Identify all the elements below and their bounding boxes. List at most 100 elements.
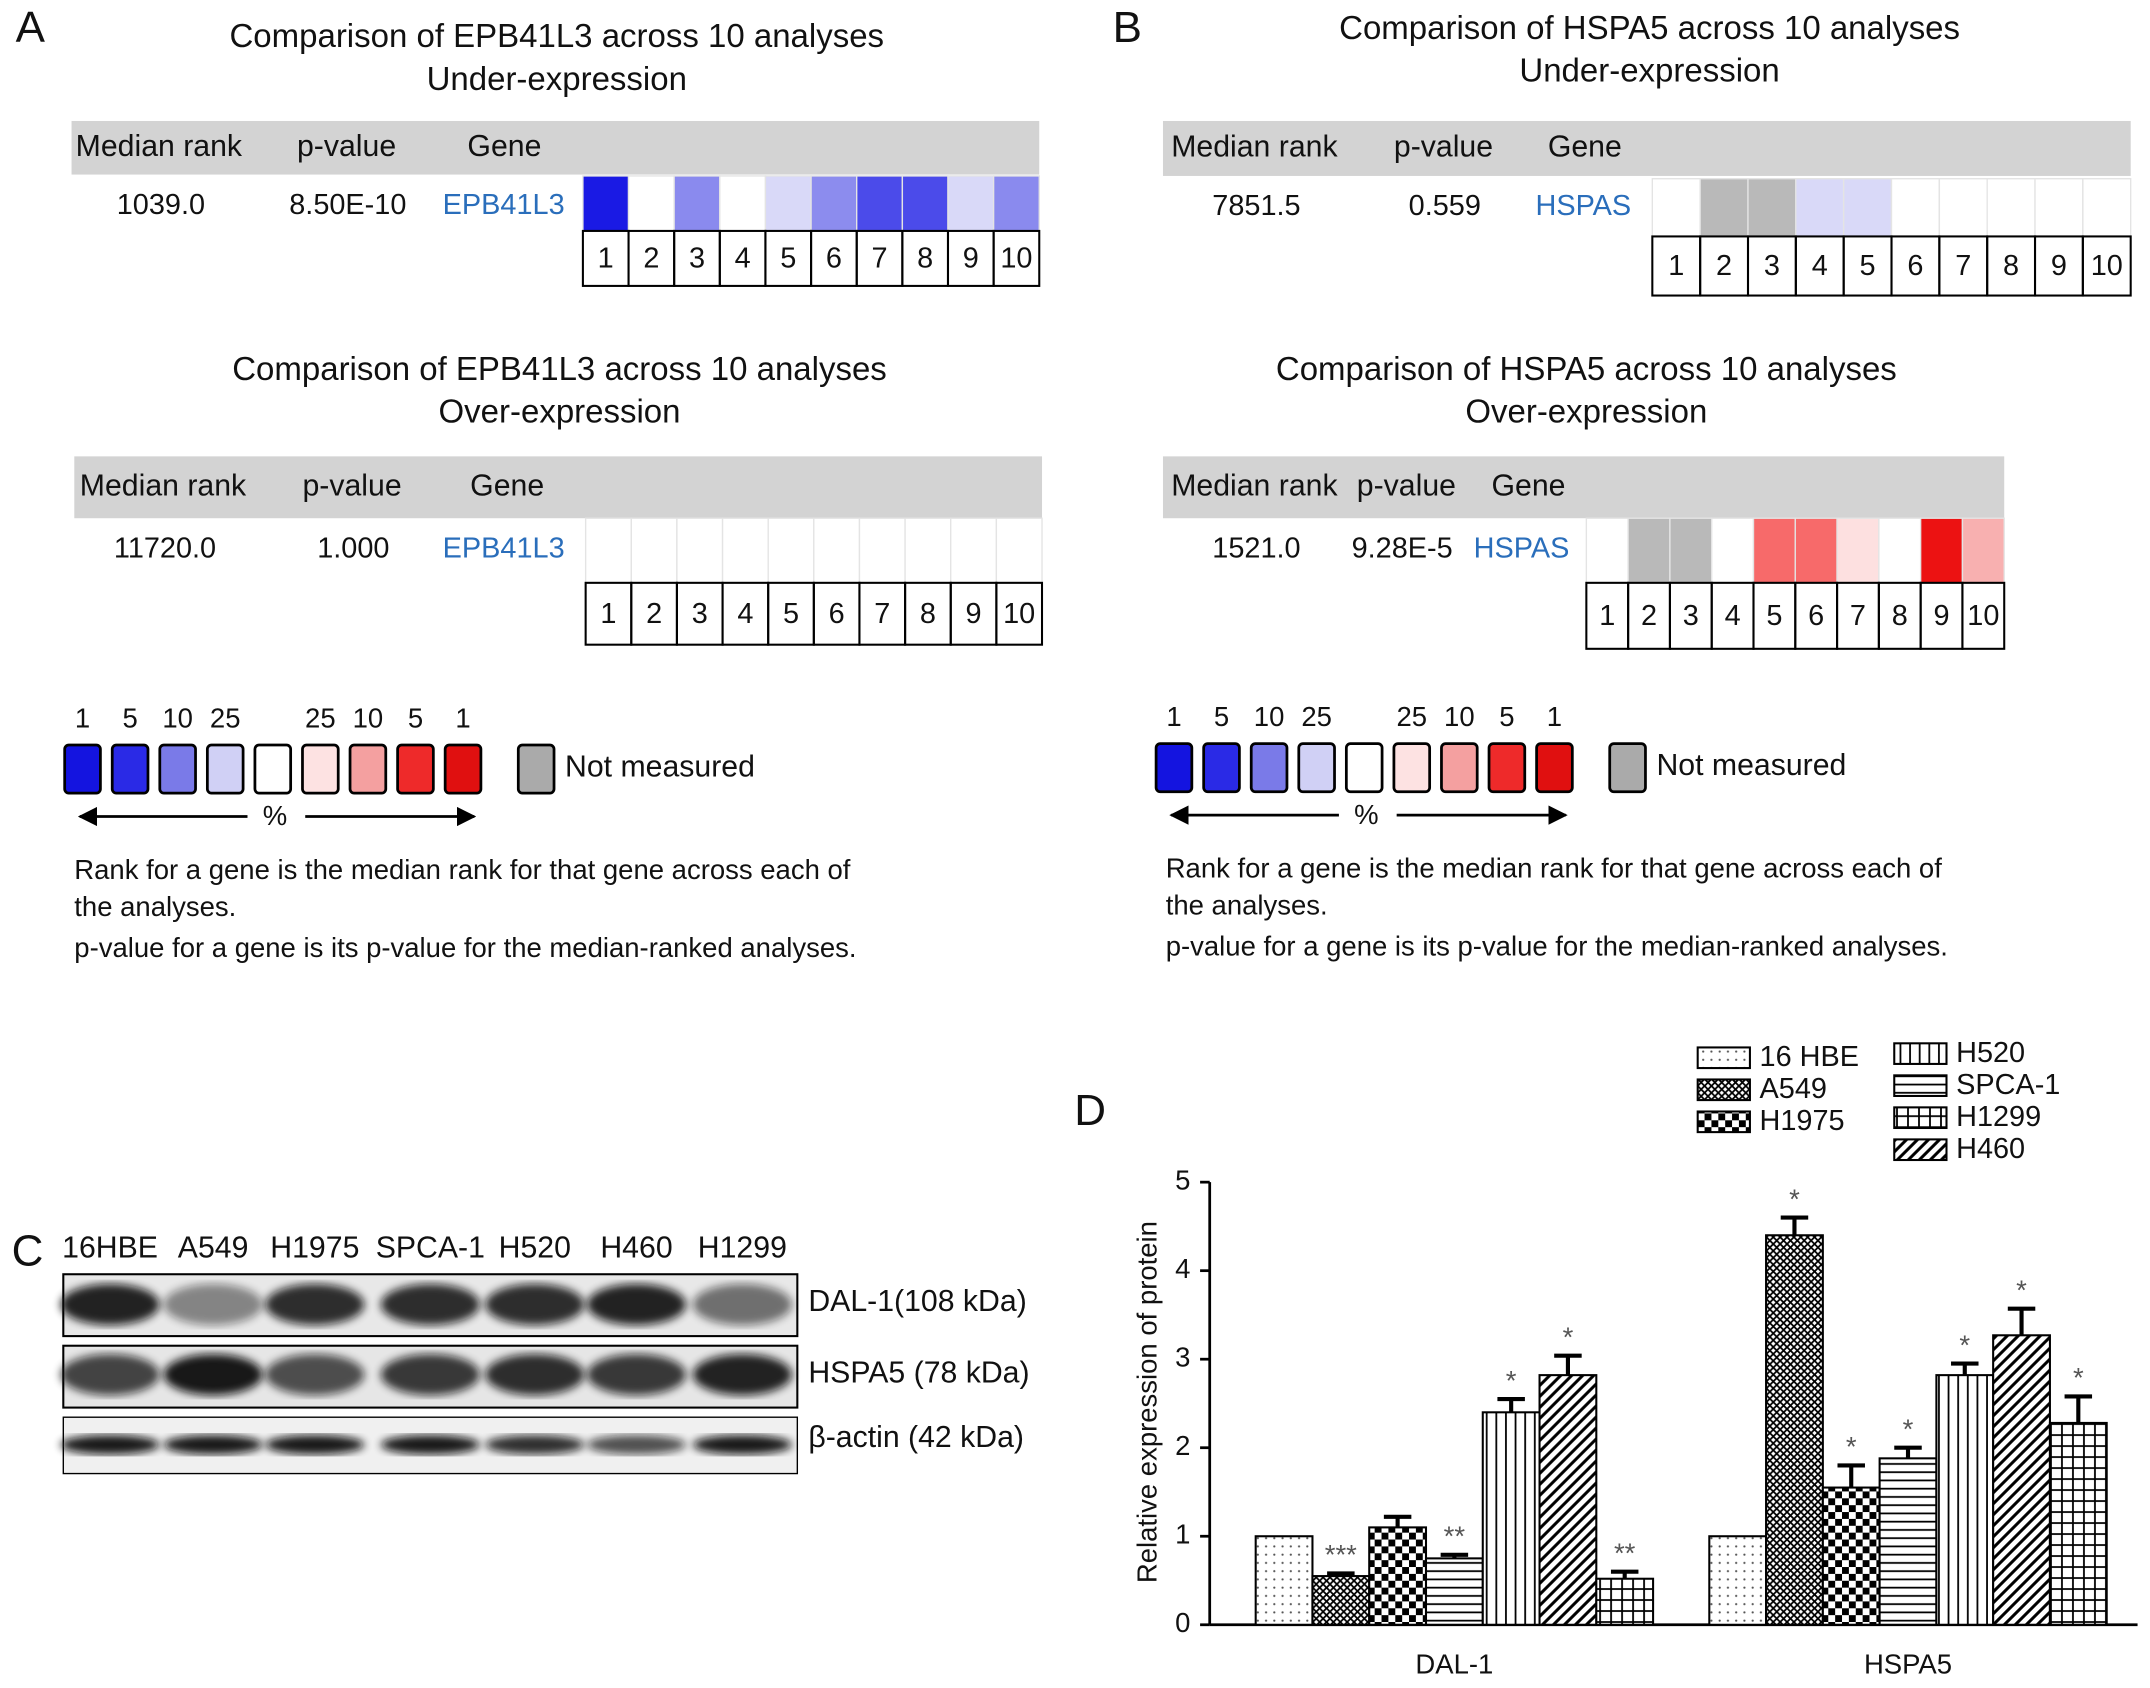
legend-percent: 10 bbox=[1444, 701, 1475, 732]
heatmap-cell bbox=[947, 175, 995, 232]
band-label: HSPA5 (78 kDa) bbox=[808, 1357, 1029, 1390]
heatmap-cell bbox=[767, 517, 815, 584]
heatmap-cell bbox=[858, 517, 906, 584]
legend-label: SPCA-1 bbox=[1956, 1069, 2060, 1101]
heatmap-cell bbox=[856, 175, 904, 232]
column-box bbox=[2081, 235, 2132, 297]
legend-swatch bbox=[253, 743, 293, 795]
table-header: Median rank bbox=[1171, 130, 1338, 163]
table-header-bg bbox=[1162, 120, 2131, 176]
section-title: Comparison of HSPA5 across 10 analyses bbox=[1276, 350, 1897, 387]
heatmap-cell bbox=[992, 175, 1040, 232]
heatmap-cell bbox=[1986, 178, 2036, 238]
bar bbox=[1481, 1411, 1541, 1626]
legend-percent: 25 bbox=[305, 703, 336, 734]
legend-swatch bbox=[443, 743, 483, 795]
blot-band bbox=[380, 1283, 480, 1326]
legend-swatch bbox=[396, 743, 435, 795]
legend-swatch bbox=[1344, 742, 1384, 794]
x-tick-label: DAL-1 bbox=[1415, 1648, 1493, 1679]
column-number: 5 bbox=[1860, 250, 1876, 282]
column-number: 3 bbox=[1764, 250, 1780, 282]
significance: * bbox=[1563, 1321, 1574, 1352]
column-number: 6 bbox=[829, 598, 845, 630]
heatmap-cell bbox=[813, 517, 861, 584]
column-number: 5 bbox=[783, 598, 799, 630]
table-header-bg bbox=[1162, 456, 2005, 519]
table-header: Median rank bbox=[80, 469, 247, 502]
significance: * bbox=[1903, 1413, 1914, 1444]
legend-percent: 1 bbox=[75, 703, 90, 734]
column-number: 3 bbox=[692, 598, 708, 630]
heatmap-cell bbox=[2034, 178, 2084, 238]
legend-swatch bbox=[1696, 1110, 1751, 1134]
bar bbox=[1708, 1535, 1768, 1626]
heatmap-cell bbox=[1651, 178, 1701, 238]
legend-note: Rank for a gene is the median rank for t… bbox=[74, 854, 850, 885]
legend-percent: 25 bbox=[1396, 701, 1427, 732]
heatmap-cell bbox=[904, 517, 952, 584]
lane-label: H460 bbox=[600, 1231, 672, 1264]
column-number: 1 bbox=[600, 598, 616, 630]
heatmap-cell bbox=[901, 175, 949, 232]
column-number: 5 bbox=[780, 242, 796, 274]
column-number: 5 bbox=[1766, 600, 1782, 632]
p-value: 0.559 bbox=[1409, 190, 1481, 222]
legend-swatch bbox=[158, 743, 197, 795]
legend-label: Not measured bbox=[565, 750, 755, 783]
x-tick-label: HSPA5 bbox=[1864, 1648, 1952, 1679]
significance: * bbox=[2073, 1362, 2084, 1393]
column-number: 8 bbox=[920, 598, 936, 630]
heatmap-cell bbox=[721, 517, 769, 584]
y-axis-label: Relative expression of protein bbox=[1131, 1221, 1162, 1583]
column-number: 10 bbox=[1000, 242, 1032, 274]
table-header: Gene bbox=[470, 469, 544, 502]
panel-label: B bbox=[1113, 3, 1142, 52]
column-number: 3 bbox=[689, 242, 705, 274]
heatmap-cell bbox=[630, 517, 678, 584]
blot-band bbox=[265, 1435, 365, 1455]
heatmap-cell bbox=[676, 517, 724, 584]
heatmap-cell bbox=[764, 175, 812, 232]
panel-label: D bbox=[1074, 1086, 1106, 1135]
column-number: 8 bbox=[2003, 250, 2019, 282]
bar bbox=[2048, 1421, 2108, 1626]
heatmap-cell bbox=[1938, 178, 1988, 238]
bar bbox=[1878, 1457, 1938, 1626]
table-header: p-value bbox=[1357, 469, 1456, 502]
lane-label: 16HBE bbox=[62, 1231, 158, 1264]
legend-swatch bbox=[1154, 742, 1194, 794]
section-title: Over-expression bbox=[1465, 392, 1707, 429]
median-rank: 1039.0 bbox=[117, 189, 205, 221]
legend-percent: 10 bbox=[162, 703, 193, 734]
column-number: 3 bbox=[1683, 600, 1699, 632]
legend-percent: 25 bbox=[210, 703, 241, 734]
band-label: DAL-1(108 kDa) bbox=[808, 1285, 1026, 1318]
legend-percent: 5 bbox=[122, 703, 137, 734]
column-number: 2 bbox=[1641, 600, 1657, 632]
table-header: Gene bbox=[1492, 469, 1566, 502]
blot-band bbox=[163, 1353, 263, 1396]
legend-swatch bbox=[1297, 742, 1336, 794]
legend-swatch bbox=[348, 743, 388, 795]
heatmap-cell bbox=[584, 517, 632, 584]
column-number: 9 bbox=[966, 598, 982, 630]
blot-band bbox=[163, 1283, 263, 1326]
gene-link: EPB41L3 bbox=[443, 532, 565, 564]
section-title: Comparison of EPB41L3 across 10 analyses bbox=[232, 350, 887, 387]
column-number: 6 bbox=[826, 242, 842, 274]
section-title: Under-expression bbox=[427, 60, 687, 97]
legend-swatch bbox=[1535, 742, 1574, 794]
column-number: 1 bbox=[598, 242, 614, 274]
legend-swatch bbox=[1440, 742, 1479, 794]
bar bbox=[1368, 1526, 1428, 1626]
significance: * bbox=[1959, 1329, 1970, 1360]
legend-percent: 1 bbox=[1166, 701, 1181, 732]
column-box bbox=[992, 229, 1041, 287]
gene-link: HSPAS bbox=[1474, 532, 1570, 564]
heatmap-cell bbox=[1961, 517, 2005, 584]
table-header-bg bbox=[74, 456, 1043, 519]
heatmap-cell bbox=[1795, 178, 1845, 238]
blot-band bbox=[587, 1283, 686, 1326]
